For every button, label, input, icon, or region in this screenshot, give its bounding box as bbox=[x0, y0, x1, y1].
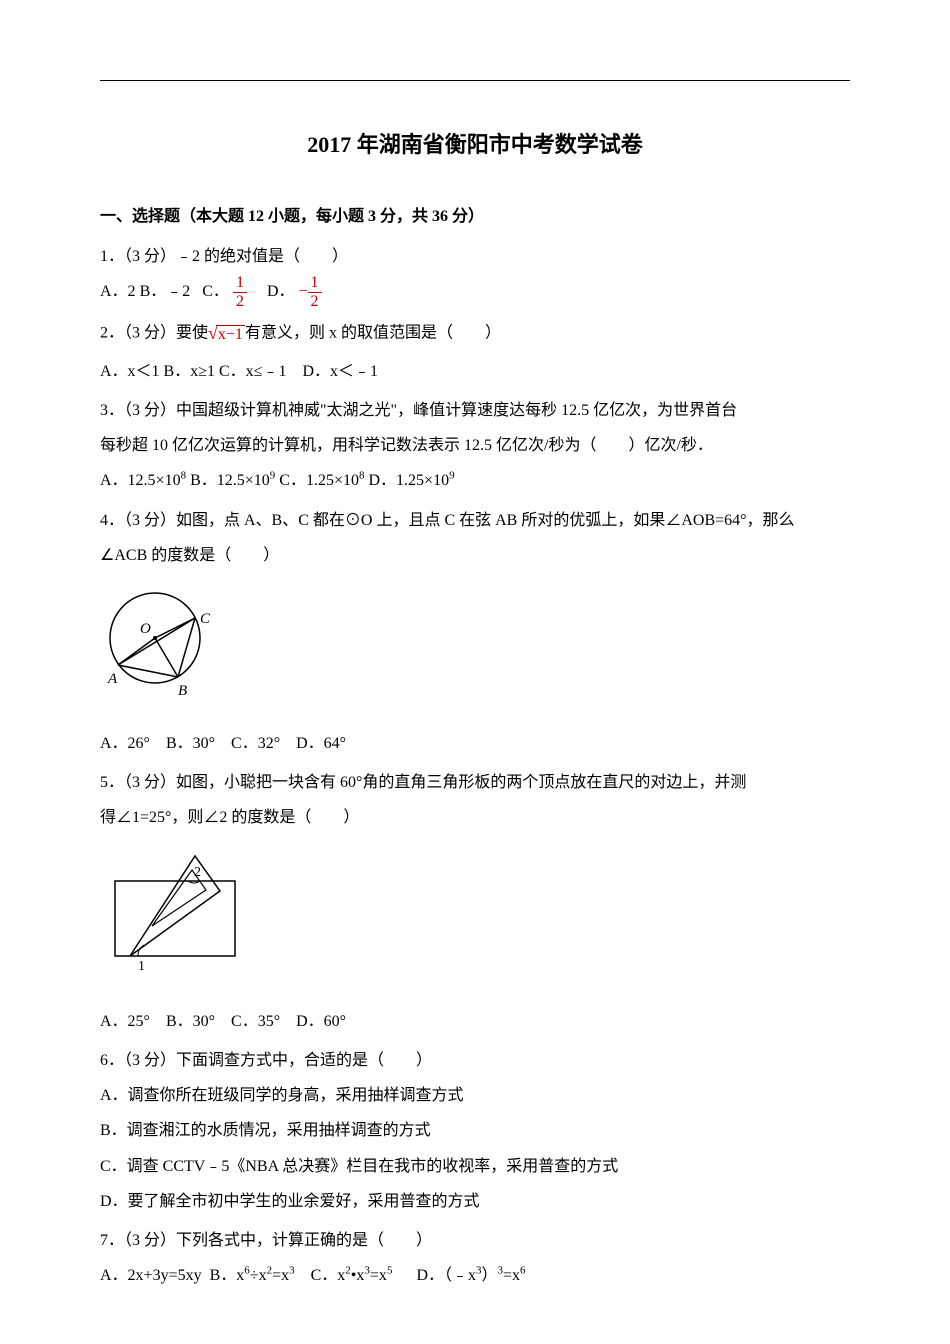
q3-options: A．12.5×108 B．12.5×109 C．1.25×108 D．1.25×… bbox=[100, 463, 850, 498]
q3-optC-pre: C．1.25×10 bbox=[275, 472, 359, 489]
label-A: A bbox=[107, 671, 118, 687]
fraction-neg-half: 1 2 bbox=[308, 274, 322, 310]
question-5: 5．（3 分）如图，小聪把一块含有 60°角的直角三角形板的两个顶点放在直尺的对… bbox=[100, 765, 850, 1039]
sqrt-inner: x−1 bbox=[216, 325, 245, 343]
q2-stem: 2．（3 分）要使√x−1有意义，则 x 的取值范围是（ ） bbox=[100, 314, 850, 354]
q6-optD: D．要了解全市初中学生的业余爱好，采用普查的方式 bbox=[100, 1184, 850, 1219]
txt: ） bbox=[482, 1267, 498, 1284]
sqrt-expr: √x−1 bbox=[208, 314, 245, 354]
q4-line1: 4．（3 分）如图，点 A、B、C 都在⊙O 上，且点 C 在弦 AB 所对的优… bbox=[100, 503, 850, 538]
txt: =x bbox=[370, 1267, 387, 1284]
negative-sign: − bbox=[299, 283, 308, 300]
q1-opt-d-prefix: D． bbox=[267, 283, 295, 300]
q7-optA: A．2x+3y=5xy bbox=[100, 1267, 202, 1284]
q1-opt-b: B．﹣2 bbox=[140, 283, 191, 300]
txt: =x bbox=[503, 1267, 520, 1284]
q3-optA-pre: A．12.5×10 bbox=[100, 472, 181, 489]
q2-stem-prefix: 2．（3 分）要使 bbox=[100, 325, 208, 342]
q3-optD-sup: 9 bbox=[449, 470, 455, 482]
txt: •x bbox=[351, 1267, 365, 1284]
question-2: 2．（3 分）要使√x−1有意义，则 x 的取值范围是（ ） A．x＜1 B．x… bbox=[100, 314, 850, 389]
q2-stem-suffix: 有意义，则 x 的取值范围是（ ） bbox=[245, 325, 501, 342]
frac-num: 1 bbox=[308, 274, 322, 293]
circle-diagram: O C A B bbox=[100, 583, 850, 716]
q1-opt-c-prefix: C． bbox=[202, 283, 229, 300]
txt: =x bbox=[272, 1267, 289, 1284]
page-title: 2017 年湖南省衡阳市中考数学试卷 bbox=[100, 121, 850, 169]
sup: 6 bbox=[520, 1265, 526, 1277]
q3-optD-pre: D．1.25×10 bbox=[365, 472, 450, 489]
q5-options: A．25° B．30° C．35° D．60° bbox=[100, 1004, 850, 1039]
question-4: 4．（3 分）如图，点 A、B、C 都在⊙O 上，且点 C 在弦 AB 所对的优… bbox=[100, 503, 850, 762]
q6-optA: A．调查你所在班级同学的身高，采用抽样调查方式 bbox=[100, 1078, 850, 1113]
q7-optB-pre: B．x bbox=[210, 1267, 245, 1284]
q2-options: A．x＜1 B．x≥1 C．x≤﹣1 D．x＜﹣1 bbox=[100, 354, 850, 389]
horizontal-rule bbox=[100, 80, 850, 81]
question-1: 1．（3 分）﹣2 的绝对值是（ ） A．2 B．﹣2 C． 1 2 D． − … bbox=[100, 239, 850, 311]
frac-den: 2 bbox=[308, 293, 322, 311]
q1-stem: 1．（3 分）﹣2 的绝对值是（ ） bbox=[100, 239, 850, 274]
q6-optB: B．调查湘江的水质情况，采用抽样调查的方式 bbox=[100, 1113, 850, 1148]
q6-optC: C．调查 CCTV﹣5《NBA 总决赛》栏目在我市的收视率，采用普查的方式 bbox=[100, 1149, 850, 1184]
section-header: 一、选择题（本大题 12 小题，每小题 3 分，共 36 分） bbox=[100, 199, 850, 234]
label-C: C bbox=[200, 611, 211, 627]
q3-optB-pre: B．12.5×10 bbox=[186, 472, 270, 489]
label-O: O bbox=[140, 621, 151, 637]
ruler-triangle-svg: 1 2 bbox=[100, 846, 260, 981]
q4-line2: ∠ACB 的度数是（ ） bbox=[100, 538, 850, 573]
txt: D．（﹣x bbox=[400, 1267, 476, 1284]
sup: 5 bbox=[387, 1265, 393, 1277]
q1-options: A．2 B．﹣2 C． 1 2 D． − 1 2 bbox=[100, 274, 850, 310]
q7-stem: 7．（3 分）下列各式中，计算正确的是（ ） bbox=[100, 1223, 850, 1258]
question-7: 7．（3 分）下列各式中，计算正确的是（ ） A．2x+3y=5xy B．x 6 ÷… bbox=[100, 1223, 850, 1293]
question-3: 3．（3 分）中国超级计算机神威"太湖之光"，峰值计算速度达每秒 12.5 亿亿… bbox=[100, 393, 850, 499]
ruler-triangle-diagram: 1 2 bbox=[100, 846, 850, 994]
fraction-half: 1 2 bbox=[233, 274, 247, 310]
frac-den: 2 bbox=[233, 293, 247, 311]
q1-opt-a: A．2 bbox=[100, 283, 136, 300]
label-B: B bbox=[178, 683, 187, 699]
q5-line2: 得∠1=25°，则∠2 的度数是（ ） bbox=[100, 800, 850, 835]
q3-line2: 每秒超 10 亿亿次运算的计算机，用科学记数法表示 12.5 亿亿次/秒为（ ）… bbox=[100, 428, 850, 463]
q4-options: A．26° B．30° C．32° D．64° bbox=[100, 726, 850, 761]
circle-svg: O C A B bbox=[100, 583, 230, 703]
txt: ÷x bbox=[250, 1267, 267, 1284]
txt: C．x bbox=[295, 1267, 346, 1284]
label-angle2: 2 bbox=[194, 865, 201, 880]
q6-stem: 6．（3 分）下面调查方式中，合适的是（ ） bbox=[100, 1043, 850, 1078]
label-angle1: 1 bbox=[138, 959, 145, 974]
q5-line1: 5．（3 分）如图，小聪把一块含有 60°角的直角三角形板的两个顶点放在直尺的对… bbox=[100, 765, 850, 800]
q7-options: A．2x+3y=5xy B．x6÷x2=x3 C．x2•x3=x5 D．（﹣x3… bbox=[100, 1258, 850, 1293]
frac-num: 1 bbox=[233, 274, 247, 293]
q3-line1: 3．（3 分）中国超级计算机神威"太湖之光"，峰值计算速度达每秒 12.5 亿亿… bbox=[100, 393, 850, 428]
question-6: 6．（3 分）下面调查方式中，合适的是（ ） A．调查你所在班级同学的身高，采用… bbox=[100, 1043, 850, 1219]
